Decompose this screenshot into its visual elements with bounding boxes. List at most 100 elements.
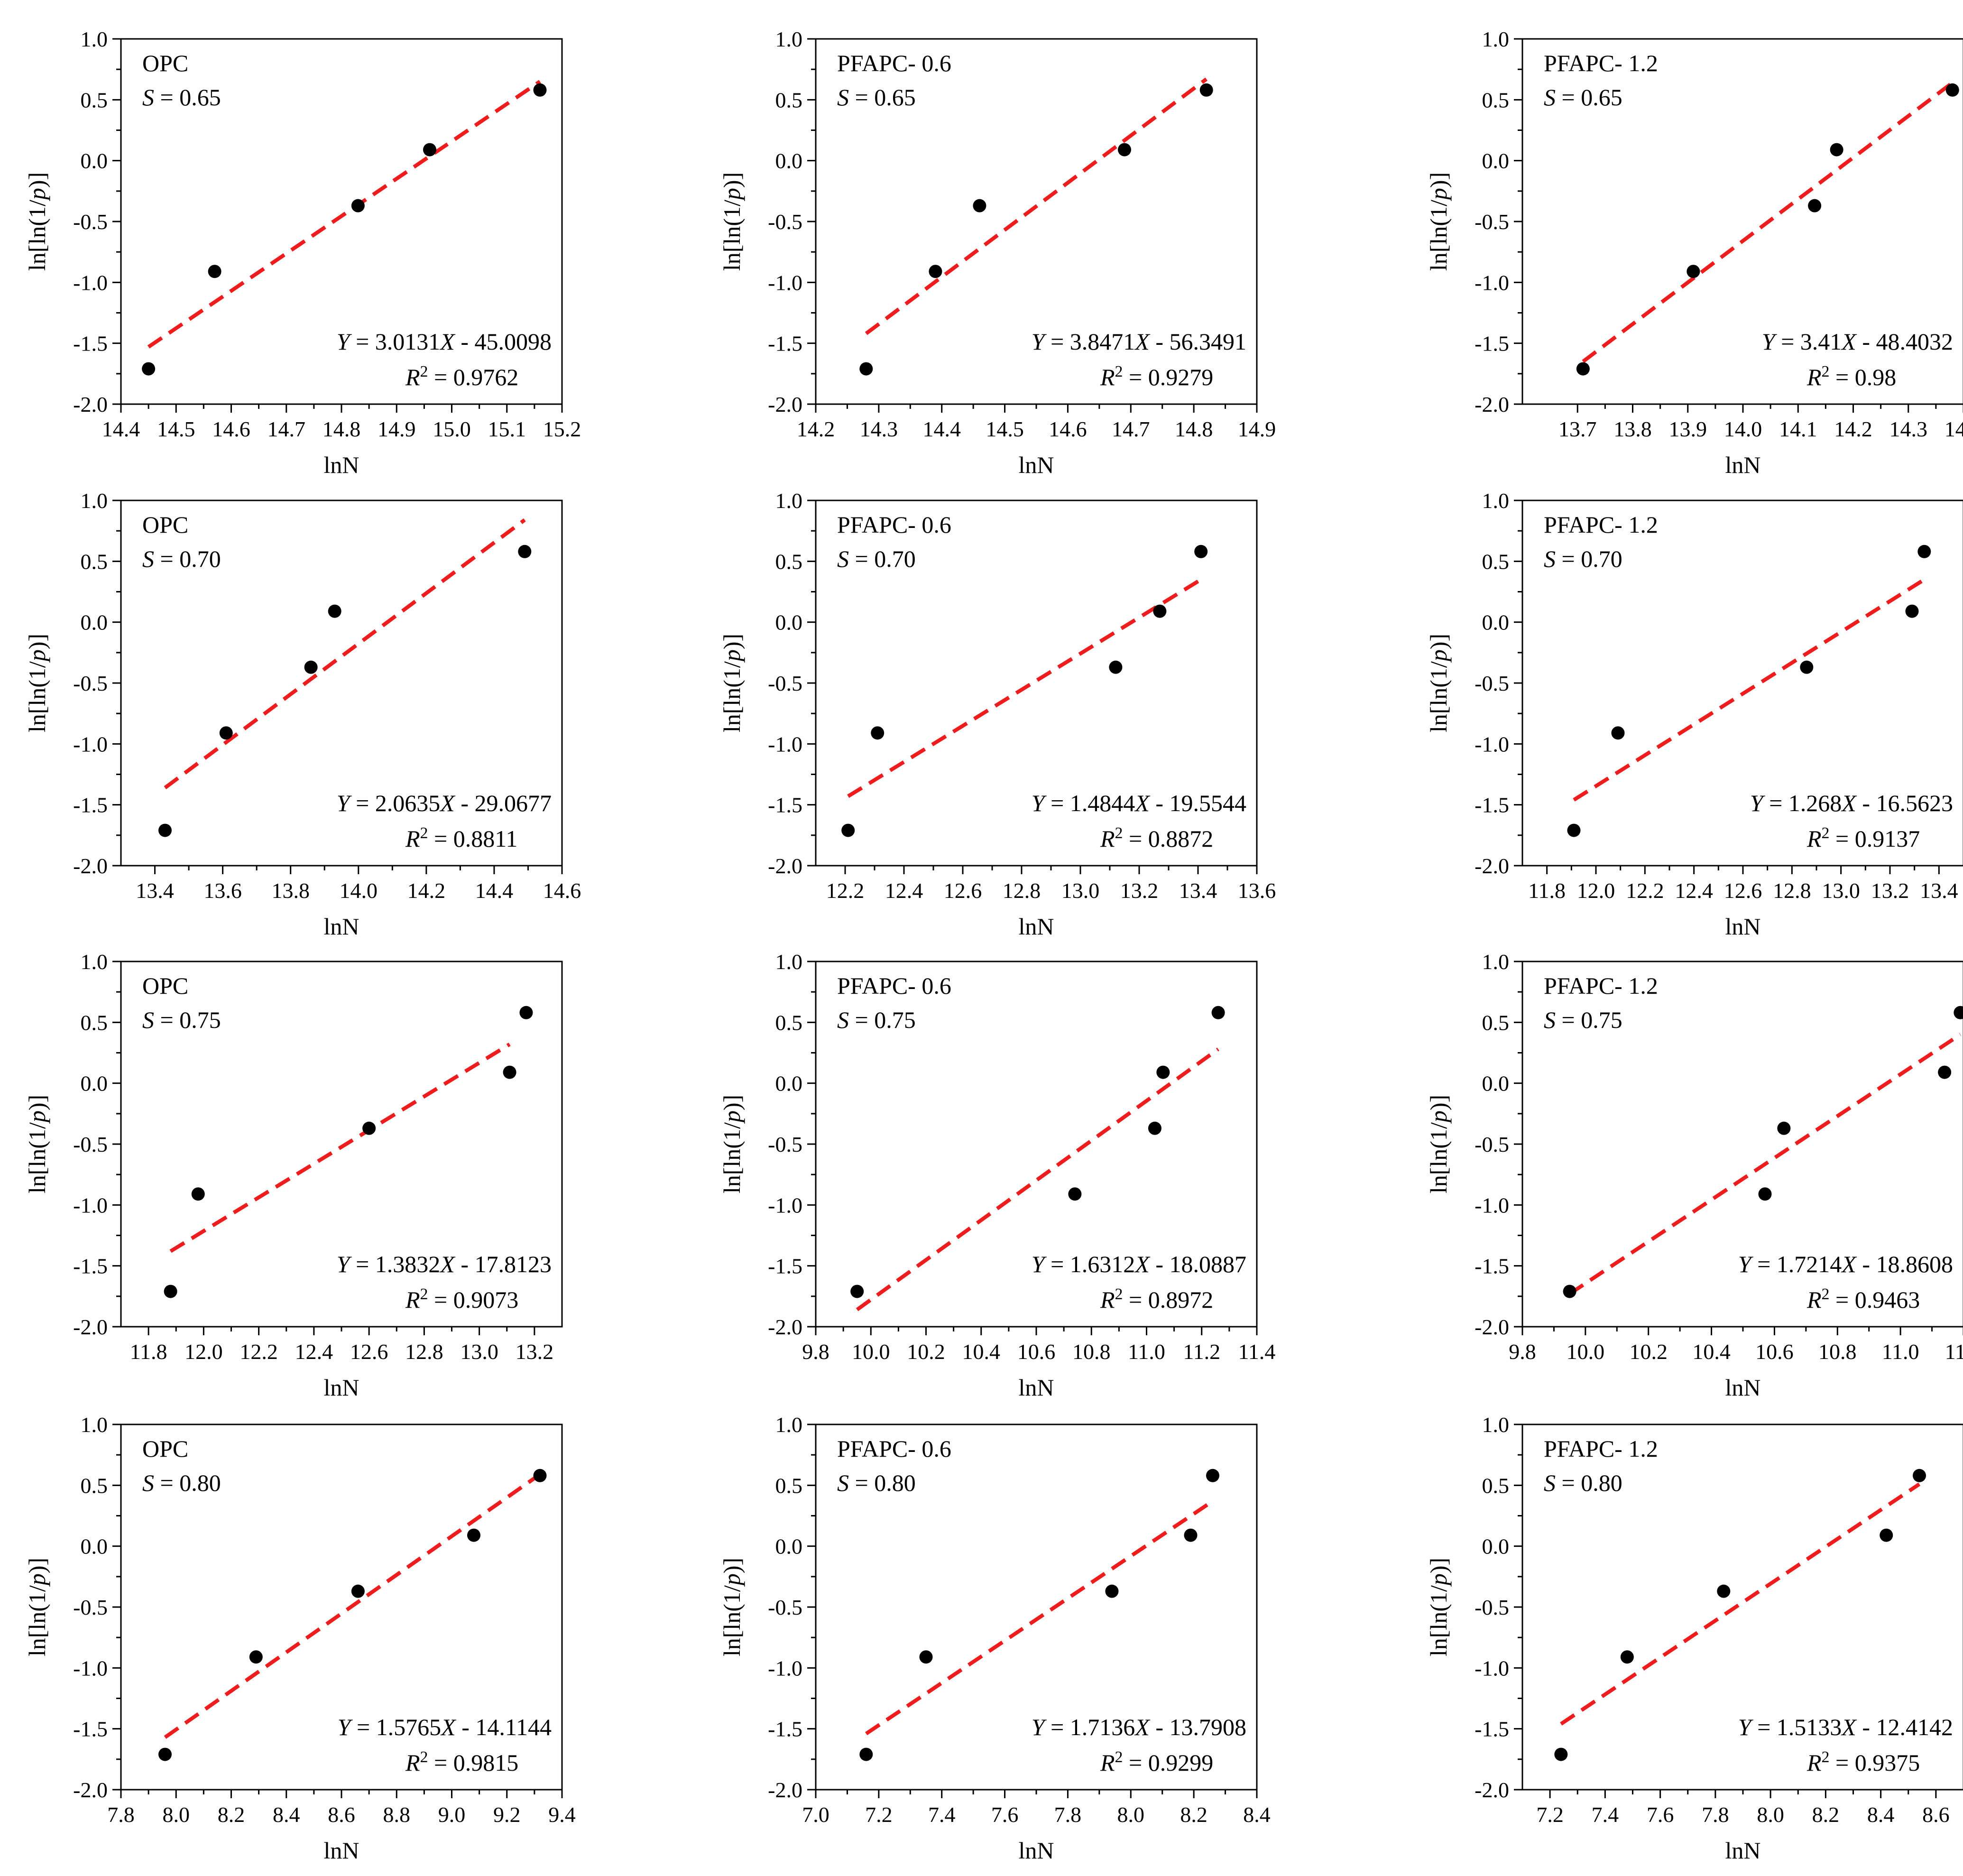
y-tick-label: -1.5 <box>768 1717 802 1741</box>
y-tick-label: 0.5 <box>775 88 803 112</box>
y-tick-label: -0.5 <box>768 1595 802 1619</box>
fit-r2: R2 = 0.9299 <box>1100 1748 1213 1776</box>
x-tick-label: 14.4 <box>102 417 140 441</box>
x-tick-label: 12.4 <box>885 878 923 903</box>
panel-title: OPC <box>142 1435 188 1462</box>
fit-equation: Y = 1.268X - 16.5623 <box>1750 790 1953 816</box>
data-point <box>859 1747 873 1761</box>
panel-title: PFAPC- 0.6 <box>837 511 951 538</box>
y-tick-label: -2.0 <box>73 1778 108 1802</box>
y-tick-label: 1.0 <box>775 489 803 513</box>
x-tick-label: 14.8 <box>323 417 361 441</box>
data-point <box>1620 1650 1634 1664</box>
x-tick-label: 12.8 <box>1003 878 1041 903</box>
x-tick-label: 10.8 <box>1818 1340 1857 1364</box>
x-tick-label: 13.0 <box>1822 878 1860 903</box>
y-tick-label: -1.5 <box>73 332 108 356</box>
data-point <box>1830 143 1843 157</box>
y-tick-label: -1.5 <box>768 793 802 817</box>
y-axis-title: ln[ln(1/p)] <box>24 172 50 271</box>
data-point <box>1199 83 1213 97</box>
y-tick-label: 0.0 <box>81 149 108 173</box>
data-point <box>1105 1584 1119 1598</box>
data-point <box>1153 604 1167 618</box>
y-axis-title: ln[ln(1/p)] <box>1425 1558 1452 1656</box>
y-tick-label: 0.5 <box>1482 549 1510 573</box>
fit-r2: R2 = 0.98 <box>1806 363 1896 391</box>
fit-equation: Y = 3.0131X - 45.0098 <box>337 328 552 355</box>
data-point <box>1554 1747 1568 1761</box>
fit-line <box>1568 1033 1962 1296</box>
y-axis-title: ln[ln(1/p)] <box>719 172 745 271</box>
y-tick-label: -2.0 <box>73 854 108 878</box>
x-tick-label: 10.0 <box>1567 1340 1605 1364</box>
y-tick-label: 0.5 <box>1482 1473 1510 1497</box>
y-tick-label: -1.5 <box>73 1254 108 1278</box>
x-tick-label: 12.8 <box>1773 878 1811 903</box>
data-point <box>1068 1187 1082 1201</box>
x-tick-label: 7.8 <box>107 1802 135 1827</box>
data-point <box>533 1469 547 1482</box>
y-tick-label: -2.0 <box>768 392 802 416</box>
panel-title: PFAPC- 0.6 <box>837 50 951 76</box>
x-tick-label: 11.8 <box>1528 878 1566 903</box>
y-tick-label: -0.5 <box>73 671 108 695</box>
x-tick-label: 11.0 <box>1882 1340 1919 1364</box>
data-point <box>208 265 221 278</box>
x-tick-label: 9.2 <box>493 1802 521 1827</box>
y-tick-label: 1.0 <box>81 489 108 513</box>
y-tick-label: -1.5 <box>73 793 108 817</box>
data-point <box>1917 545 1931 558</box>
data-point <box>850 1285 864 1298</box>
data-point <box>158 823 172 837</box>
y-tick-label: 0.5 <box>81 549 108 573</box>
y-tick-label: -1.0 <box>768 732 802 756</box>
data-point <box>1211 1006 1225 1019</box>
x-tick-label: 10.0 <box>852 1340 890 1364</box>
data-point <box>1945 83 1959 97</box>
data-point <box>1808 199 1822 213</box>
y-tick-label: -1.5 <box>768 1254 802 1278</box>
y-tick-label: 1.0 <box>1482 489 1510 513</box>
x-tick-label: 14.5 <box>986 417 1024 441</box>
x-tick-label: 13.8 <box>271 878 310 903</box>
y-tick-label: -1.5 <box>768 332 802 356</box>
x-tick-label: 12.6 <box>350 1340 388 1364</box>
x-tick-label: 14.0 <box>1724 417 1762 441</box>
data-point <box>1194 545 1208 558</box>
y-tick-label: 0.0 <box>775 149 803 173</box>
fit-r2: R2 = 0.8972 <box>1100 1285 1213 1313</box>
x-tick-label: 13.2 <box>516 1340 554 1364</box>
x-tick-label: 7.0 <box>802 1802 829 1827</box>
y-tick-label: -1.5 <box>1475 793 1509 817</box>
x-tick-label: 7.6 <box>1647 1802 1674 1827</box>
x-tick-label: 13.4 <box>1920 878 1958 903</box>
fit-r2: R2 = 0.8872 <box>1100 824 1213 852</box>
x-tick-label: 14.6 <box>1049 417 1087 441</box>
x-tick-label: 14.4 <box>922 417 961 441</box>
stress-level: S = 0.75 <box>837 1007 916 1033</box>
y-tick-label: 0.5 <box>1482 1010 1510 1035</box>
y-tick-label: -0.5 <box>1475 671 1509 695</box>
y-tick-label: 0.5 <box>81 88 108 112</box>
y-tick-label: -1.0 <box>768 1656 802 1680</box>
y-tick-label: 0.0 <box>775 610 803 635</box>
x-tick-label: 15.1 <box>488 417 526 441</box>
x-tick-label: 8.4 <box>1867 1802 1895 1827</box>
x-tick-label: 10.6 <box>1017 1340 1056 1364</box>
y-tick-label: -1.5 <box>73 1717 108 1741</box>
x-axis-title: lnN <box>1725 452 1760 478</box>
x-tick-label: 14.8 <box>1175 417 1213 441</box>
x-axis-title: lnN <box>1018 1837 1054 1864</box>
x-tick-label: 11.2 <box>1183 1340 1220 1364</box>
y-tick-label: -2.0 <box>1475 854 1509 878</box>
fit-equation: Y = 1.5765X - 14.1144 <box>338 1714 552 1740</box>
x-tick-label: 13.6 <box>1238 878 1276 903</box>
x-tick-label: 14.0 <box>340 878 378 903</box>
x-tick-label: 11.8 <box>130 1340 167 1364</box>
x-axis-title: lnN <box>1725 1837 1760 1864</box>
x-tick-label: 14.7 <box>267 417 306 441</box>
y-tick-label: -2.0 <box>768 1315 802 1339</box>
